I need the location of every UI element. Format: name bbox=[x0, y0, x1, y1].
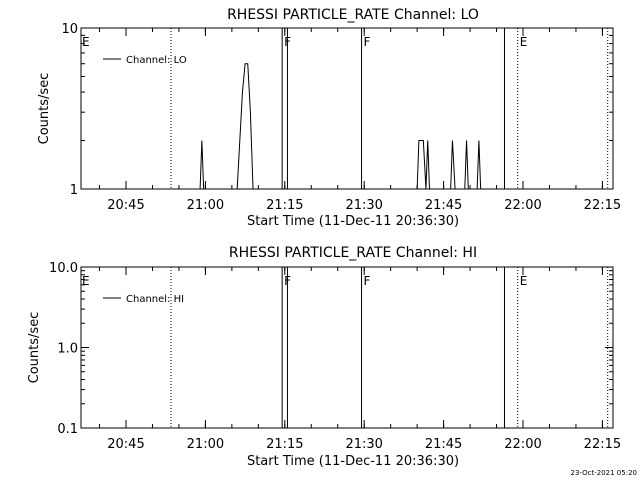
y-axis-label: Counts/sec bbox=[27, 312, 42, 384]
chart-panel-1: RHESSI PARTICLE_RATE Channel: HI Start Ti… bbox=[27, 245, 621, 469]
y-tick-label: 10.0 bbox=[49, 261, 78, 276]
chart-panel-0: RHESSI PARTICLE_RATE Channel: LO Start Ti… bbox=[37, 7, 621, 229]
x-tick-label: 20:45 bbox=[107, 198, 144, 213]
chart-title: RHESSI PARTICLE_RATE Channel: LO bbox=[227, 7, 479, 23]
x-tick-label: 21:45 bbox=[425, 198, 462, 213]
y-tick-label: 0.1 bbox=[57, 422, 78, 437]
x-tick-label: 21:30 bbox=[345, 198, 382, 213]
event-marker-label: E bbox=[520, 35, 528, 49]
event-marker-label: E bbox=[82, 274, 90, 288]
y-tick-label: 1 bbox=[70, 183, 78, 198]
x-tick-label: 21:00 bbox=[187, 437, 224, 452]
x-axis-label: Start Time (11-Dec-11 20:36:30) bbox=[247, 214, 459, 229]
series-line-0 bbox=[88, 63, 608, 190]
x-tick-label: 22:15 bbox=[584, 437, 621, 452]
chart-panels: RHESSI PARTICLE_RATE Channel: LO Start Ti… bbox=[27, 7, 621, 469]
event-marker-label: E bbox=[82, 35, 90, 49]
x-tick-label: 22:00 bbox=[504, 437, 541, 452]
legend-label: Channel: HI bbox=[126, 294, 184, 305]
y-axis-label: Counts/sec bbox=[37, 73, 52, 145]
x-tick-label: 22:00 bbox=[504, 198, 541, 213]
event-marker-label: E bbox=[520, 274, 528, 288]
x-tick-label: 21:15 bbox=[266, 437, 303, 452]
x-tick-label: 20:45 bbox=[107, 437, 144, 452]
x-axis-label: Start Time (11-Dec-11 20:36:30) bbox=[247, 454, 459, 469]
chart-title: RHESSI PARTICLE_RATE Channel: HI bbox=[229, 245, 477, 261]
x-tick-label: 21:30 bbox=[345, 437, 382, 452]
x-tick-label: 21:45 bbox=[425, 437, 462, 452]
y-tick-label: 1.0 bbox=[57, 342, 78, 357]
x-tick-label: 22:15 bbox=[584, 198, 621, 213]
event-marker-label: F bbox=[364, 35, 371, 49]
x-tick-label: 21:00 bbox=[187, 198, 224, 213]
footer-timestamp: 23-Oct-2021 05:20 bbox=[571, 469, 637, 477]
legend-label: Channel: LO bbox=[126, 55, 187, 66]
y-tick-label: 10 bbox=[61, 22, 78, 37]
event-marker-label: F bbox=[364, 274, 371, 288]
x-tick-label: 21:15 bbox=[266, 198, 303, 213]
